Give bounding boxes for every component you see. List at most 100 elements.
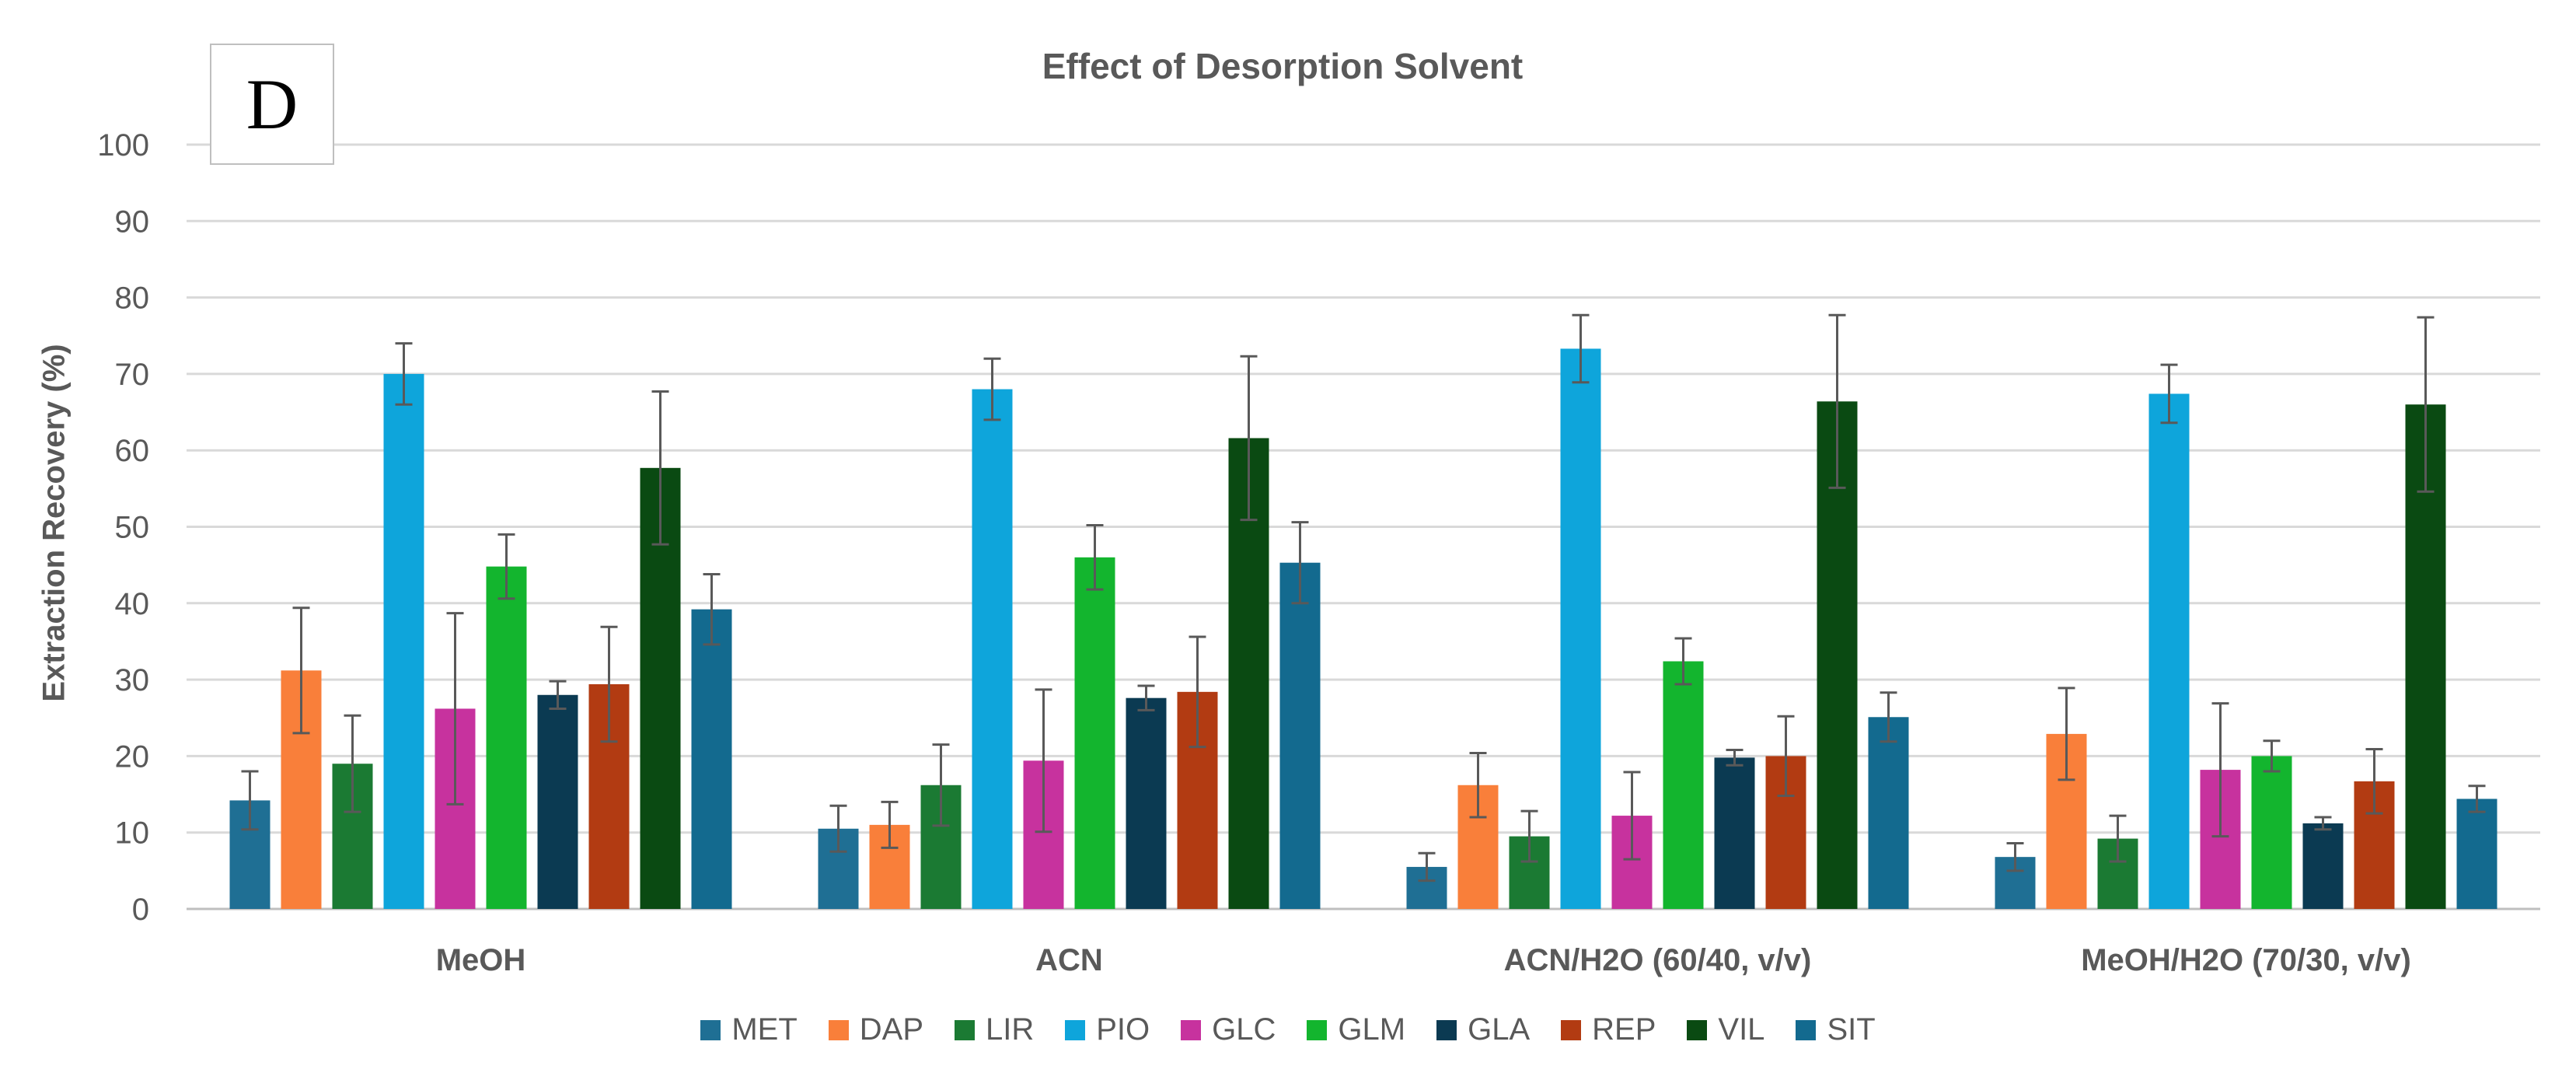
y-axis-label: Extraction Recovery (%) xyxy=(37,344,72,702)
legend: MET DAP LIR PIO GLC GLM GLA REP VIL SIT xyxy=(0,1012,2576,1047)
chart-title: Effect of Desorption Solvent xyxy=(1042,46,1524,86)
legend-swatch xyxy=(1436,1019,1457,1040)
legend-item-gla: GLA xyxy=(1436,1012,1530,1047)
error-bar-sit xyxy=(1880,691,1897,743)
legend-item-met: MET xyxy=(700,1012,798,1047)
legend-label: REP xyxy=(1592,1012,1656,1047)
error-bar-dap xyxy=(881,800,899,849)
error-bar-sit xyxy=(703,572,721,646)
error-bar-lir xyxy=(344,714,361,813)
legend-swatch xyxy=(1065,1019,1086,1040)
error-bar-glm xyxy=(497,533,515,600)
error-bar-met xyxy=(241,770,259,831)
error-bar-glc xyxy=(1623,771,1641,861)
error-bar-dap xyxy=(1469,751,1487,819)
legend-label: MET xyxy=(731,1012,798,1047)
x-category-label: ACN xyxy=(1035,943,1103,977)
legend-swatch xyxy=(955,1019,975,1040)
bar-glm xyxy=(1074,557,1115,909)
bar-sit xyxy=(691,609,732,909)
legend-item-lir: LIR xyxy=(955,1012,1034,1047)
y-tick-label: 0 xyxy=(132,893,149,927)
error-bar-vil xyxy=(1240,355,1258,522)
bar-sit xyxy=(1868,717,1909,909)
y-tick-label: 100 xyxy=(97,128,149,163)
legend-label: GLA xyxy=(1468,1012,1531,1047)
y-tick-label: 40 xyxy=(115,587,150,621)
error-bar-lir xyxy=(2109,814,2127,863)
bar-glm xyxy=(2251,756,2292,909)
legend-item-rep: REP xyxy=(1561,1012,1656,1047)
error-bar-glm xyxy=(2263,739,2281,773)
error-bar-met xyxy=(2006,841,2024,872)
legend-label: GLC xyxy=(1212,1012,1276,1047)
gridlines xyxy=(187,143,2540,910)
error-bar-lir xyxy=(932,743,950,827)
bar-gla xyxy=(1126,697,1167,909)
y-tick-label: 10 xyxy=(115,816,150,851)
error-bar-gla xyxy=(1726,749,1744,767)
legend-label: SIT xyxy=(1827,1012,1876,1047)
error-bar-glc xyxy=(446,612,464,806)
panel-label: D xyxy=(210,44,334,165)
bar-gla xyxy=(537,694,578,909)
x-category-label: MeOH/H2O (70/30, v/v) xyxy=(2081,943,2411,977)
error-bar-met xyxy=(1418,851,1436,883)
bar-glm xyxy=(486,566,527,909)
bar-pio xyxy=(972,389,1013,909)
y-tick-label: 70 xyxy=(115,358,150,392)
error-bar-rep xyxy=(1777,715,1795,798)
error-bar-gla xyxy=(1137,684,1155,711)
legend-label: VIL xyxy=(1718,1012,1765,1047)
bar-sit xyxy=(2456,799,2497,909)
legend-label: PIO xyxy=(1096,1012,1150,1047)
error-bar-gla xyxy=(2314,816,2332,831)
error-bar-gla xyxy=(549,680,567,710)
error-bar-rep xyxy=(1189,635,1206,749)
legend-swatch xyxy=(1796,1019,1817,1040)
legend-item-vil: VIL xyxy=(1687,1012,1764,1047)
bar-gla xyxy=(1714,757,1755,909)
error-bar-pio xyxy=(983,357,1001,421)
bar-sit xyxy=(1279,562,1321,909)
y-tick-label: 20 xyxy=(115,739,150,774)
legend-item-dap: DAP xyxy=(828,1012,923,1047)
y-tick-label: 60 xyxy=(115,434,150,468)
x-category-label: ACN/H2O (60/40, v/v) xyxy=(1504,943,1812,977)
legend-item-sit: SIT xyxy=(1796,1012,1876,1047)
error-bar-rep xyxy=(600,625,618,743)
y-tick-label: 30 xyxy=(115,663,150,697)
error-bar-glm xyxy=(1086,524,1104,591)
bar-pio xyxy=(1560,348,1601,909)
y-axis-ticks: 0 10 20 30 40 50 60 70 80 90 100 xyxy=(97,128,149,927)
y-tick-label: 50 xyxy=(115,511,150,545)
error-bar-dap xyxy=(2058,687,2075,781)
error-bar-vil xyxy=(1828,313,1846,489)
legend-swatch xyxy=(700,1019,721,1040)
error-bar-glc xyxy=(1035,688,1052,834)
legend-item-glc: GLC xyxy=(1181,1012,1276,1047)
error-bar-vil xyxy=(651,390,669,546)
error-bar-dap xyxy=(292,606,310,735)
legend-label: GLM xyxy=(1338,1012,1406,1047)
legend-swatch xyxy=(1307,1019,1328,1040)
error-bar-glm xyxy=(1674,637,1692,686)
bar-glm xyxy=(1663,661,1704,909)
legend-swatch xyxy=(1181,1019,1202,1040)
y-tick-label: 80 xyxy=(115,281,150,316)
error-bar-met xyxy=(829,804,847,853)
error-bar-vil xyxy=(2417,316,2435,493)
error-bar-sit xyxy=(2468,785,2486,813)
legend-swatch xyxy=(1561,1019,1582,1040)
legend-item-glm: GLM xyxy=(1307,1012,1405,1047)
error-bar-pio xyxy=(395,342,413,406)
error-bar-glc xyxy=(2211,702,2229,838)
bar-gla xyxy=(2302,823,2344,909)
legend-item-pio: PIO xyxy=(1065,1012,1150,1047)
legend-swatch xyxy=(828,1019,849,1040)
legend-label: DAP xyxy=(859,1012,923,1047)
legend-label: LIR xyxy=(986,1012,1035,1047)
error-bar-rep xyxy=(2365,748,2383,815)
bar-pio xyxy=(2148,393,2190,909)
bar-pio xyxy=(383,373,424,909)
